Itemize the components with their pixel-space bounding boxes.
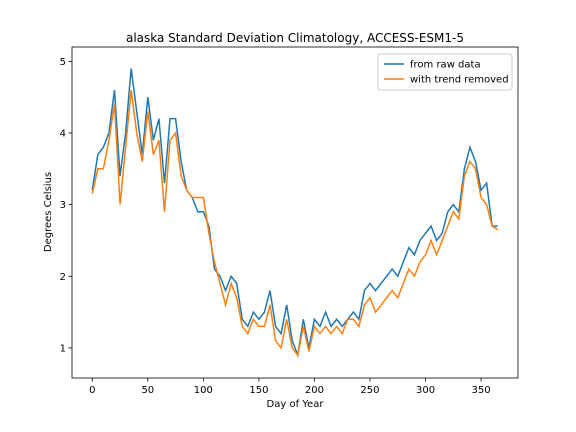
x-tick-label: 150 — [249, 385, 268, 396]
x-tick-label: 300 — [416, 385, 435, 396]
y-tick-label: 5 — [60, 57, 66, 68]
x-tick-label: 250 — [360, 385, 379, 396]
x-tick-label: 100 — [194, 385, 213, 396]
x-tick-label: 350 — [472, 385, 491, 396]
legend-label: with trend removed — [410, 75, 509, 86]
x-tick-label: 50 — [141, 385, 154, 396]
x-tick-label: 200 — [305, 385, 324, 396]
series-line — [91, 68, 498, 358]
y-tick-label: 2 — [60, 272, 66, 283]
legend-label: from raw data — [410, 60, 481, 71]
y-tick-label: 4 — [60, 128, 66, 139]
plot-frame — [71, 46, 519, 379]
y-tick-label: 1 — [60, 343, 66, 354]
legend-box — [377, 53, 513, 91]
x-axis-label: Day of Year — [267, 399, 325, 410]
x-tick-label: 0 — [89, 385, 95, 396]
chart-title: alaska Standard Deviation Climatology, A… — [126, 31, 464, 45]
series-line — [91, 89, 499, 357]
y-tick-label: 3 — [60, 200, 66, 211]
legend: from raw data with trend removed — [377, 53, 513, 91]
y-axis-label: Degrees Celsius — [43, 172, 54, 252]
